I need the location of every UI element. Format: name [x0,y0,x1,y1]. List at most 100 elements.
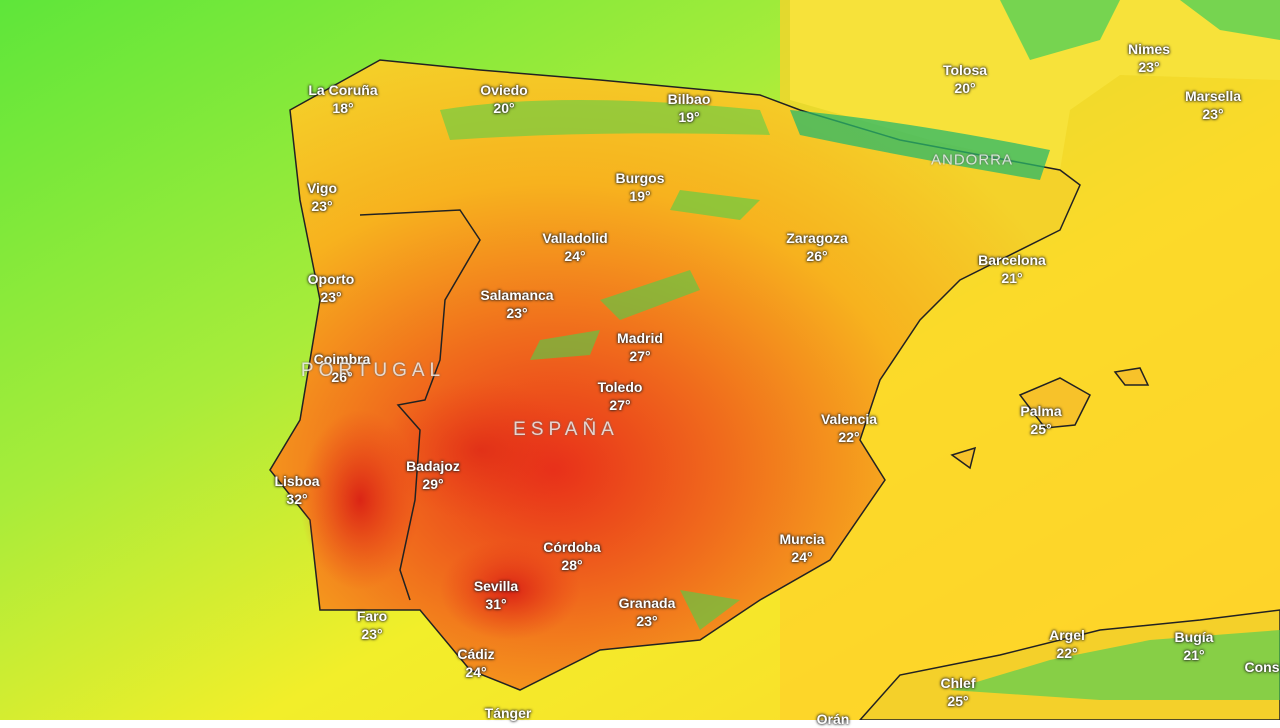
city-label: Burgos 19° [616,169,665,205]
city-name: Bilbao [667,91,711,107]
city-temp: 24° [791,549,813,565]
city-label: Toledo 27° [598,378,643,414]
city-name: Faro [356,608,388,624]
city-name: Cons [1244,659,1280,675]
city-label: Murcia 24° [779,530,824,566]
city-label: Coimbra 26° [314,350,371,386]
city-label: Cons [1245,658,1280,676]
alps [1000,0,1280,60]
city-label: Palma 25° [1020,402,1061,438]
city-name: Argel [1049,627,1085,643]
city-name: Orán [816,711,850,727]
city-name: Granada [618,595,676,611]
city-temp: 23° [320,289,342,305]
city-temp: 23° [361,626,383,642]
heat-area [440,540,580,640]
border [359,209,481,601]
city-temp: 23° [506,305,528,321]
city-name: Cádiz [457,646,495,662]
city-name: Chlef [940,675,976,691]
city-temp: 27° [629,348,651,364]
country-label: PORTUGAL [300,360,446,381]
city-label: Granada 23° [619,594,676,630]
city-name: La Coruña [308,82,378,98]
city-temp: 20° [954,80,976,96]
city-temp: 22° [1056,645,1078,661]
city-temp: 25° [947,693,969,709]
balearic-islands [950,367,1150,470]
city-label: Salamanca 23° [480,286,553,322]
city-temp: 21° [1183,647,1205,663]
city-temp: 19° [629,188,651,204]
city-label: Faro 23° [357,607,387,643]
city-name: Barcelona [978,252,1046,268]
city-temp: 18° [332,100,354,116]
atlas [950,630,1280,700]
city-label: Bilbao 19° [668,90,711,126]
city-name: Zaragoza [786,230,848,246]
city-name: Marsella [1184,88,1242,104]
city-name: Murcia [779,531,825,547]
city-label: Tolosa 20° [943,61,987,97]
city-label: Nimes 23° [1128,40,1170,76]
city-temp: 28° [561,557,583,573]
city-name: Sevilla [473,578,519,594]
city-label: Valencia 22° [821,410,877,446]
city-name: Palma [1020,403,1062,419]
city-label: Zaragoza 26° [786,229,847,265]
city-temp: 24° [465,664,487,680]
city-temp: 26° [806,248,828,264]
city-name: Tolosa [942,62,988,78]
city-name: Valladolid [542,230,608,246]
city-label: Vigo 23° [307,179,337,215]
city-temp: 26° [331,369,353,385]
city-label: Córdoba 28° [543,538,601,574]
heat-area [380,380,580,520]
city-name: Córdoba [543,539,601,555]
city-label: Marsella 23° [1185,87,1241,123]
city-name: Toledo [597,379,643,395]
city-temp: 25° [1030,421,1052,437]
city-name: Burgos [615,170,665,186]
city-name: Bugía [1174,629,1214,645]
city-label: Oporto 23° [308,270,355,306]
city-label: Orán [817,710,850,728]
city-label: Oviedo 20° [480,81,527,117]
pyrenees [790,110,1050,180]
city-temp: 29° [422,476,444,492]
country-label: ESPAÑA [513,419,619,440]
city-temp: 31° [485,596,507,612]
city-temp: 23° [1138,59,1160,75]
city-label: Lisboa 32° [274,472,319,508]
country-label: ANDORRA [930,151,1014,169]
city-label: Badajoz 29° [406,457,460,493]
city-label: La Coruña 18° [308,81,377,117]
city-name: Nimes [1127,41,1171,57]
city-name: Salamanca [480,287,554,303]
city-temp: 27° [609,397,631,413]
city-name: Coimbra [313,351,371,367]
city-temp: 32° [286,491,308,507]
city-name: Lisboa [274,473,320,489]
city-label: Valladolid 24° [542,229,607,265]
city-label: Barcelona 21° [978,251,1046,287]
city-name: Madrid [617,330,663,346]
city-name: Oviedo [480,82,528,98]
city-name: Oporto [307,271,355,287]
city-name: Badajoz [406,458,460,474]
city-name: Vigo [306,180,338,196]
city-temp: 23° [311,198,333,214]
city-temp: 23° [1202,106,1224,122]
city-temp: 24° [564,248,586,264]
city-temp: 19° [678,109,700,125]
cantabrian-mountains [440,100,770,140]
city-label: Madrid 27° [617,329,663,365]
city-name: Tánger [484,705,532,721]
city-label: Cádiz 24° [457,645,494,681]
city-temp: 20° [493,100,515,116]
city-name: Valencia [820,411,878,427]
city-label: Chlef 25° [941,674,976,710]
city-temp: 23° [636,613,658,629]
